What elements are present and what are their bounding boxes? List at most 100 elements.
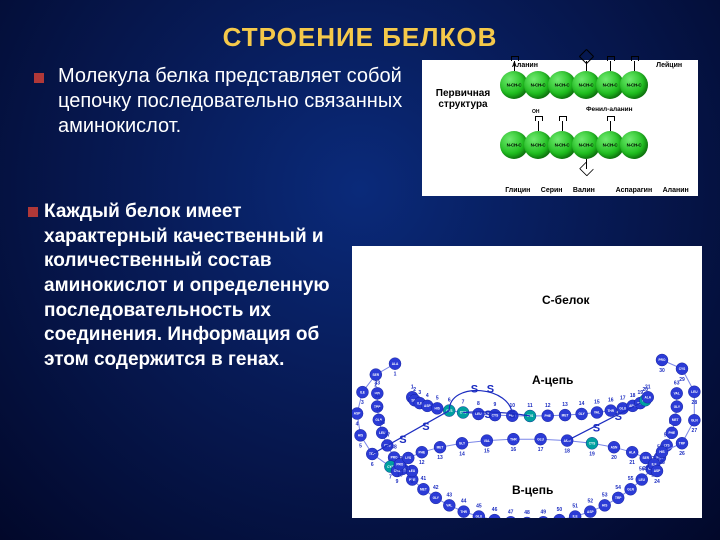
svg-text:45: 45 [476, 504, 482, 510]
peptide-bond-label: N-CH-C [627, 83, 642, 88]
peptide-bond-label: N-CH-C [531, 83, 546, 88]
amino-name: Глицин [505, 187, 530, 194]
svg-text:PHE: PHE [669, 431, 676, 435]
svg-text:29: 29 [679, 377, 685, 383]
svg-text:VAL: VAL [484, 439, 490, 443]
amino-name: Серин [541, 187, 563, 194]
svg-text:48: 48 [524, 510, 530, 516]
svg-text:3: 3 [361, 400, 364, 406]
svg-text:50: 50 [557, 507, 563, 513]
a-chain-label: A-цепь [532, 373, 573, 387]
svg-text:19: 19 [589, 451, 595, 457]
svg-text:S: S [485, 409, 492, 421]
peptide-bond-label: N-CH-C [579, 83, 594, 88]
svg-text:ASP: ASP [354, 412, 361, 416]
slide-title: СТРОЕНИЕ БЕЛКОВ [0, 22, 720, 53]
primary-structure-label: Первичная структура [428, 88, 498, 110]
svg-text:THR: THR [460, 510, 467, 514]
svg-text:37: 37 [385, 432, 391, 438]
svg-text:12: 12 [419, 460, 425, 466]
amino-name: Аспарагин [616, 187, 653, 194]
svg-text:6: 6 [371, 462, 374, 468]
svg-text:ALA: ALA [629, 450, 636, 454]
svg-text:54: 54 [615, 485, 621, 491]
svg-text:9: 9 [494, 402, 497, 408]
svg-text:55: 55 [628, 476, 634, 482]
svg-text:LEU: LEU [475, 412, 482, 416]
svg-text:4: 4 [426, 393, 429, 399]
svg-text:3: 3 [418, 390, 421, 396]
slide: СТРОЕНИЕ БЕЛКОВ Молекула белка представл… [0, 0, 720, 540]
svg-text:MET: MET [420, 487, 427, 491]
svg-text:ALA: ALA [392, 362, 399, 366]
svg-text:GLY: GLY [578, 412, 585, 416]
amino-name: Валин [573, 187, 595, 194]
svg-text:ASP: ASP [587, 510, 594, 514]
svg-text:S: S [487, 384, 494, 396]
amino-labels-top: АланинЛейцин [500, 62, 694, 69]
svg-text:PHE: PHE [419, 450, 426, 454]
svg-text:43: 43 [447, 492, 453, 498]
svg-text:ILE: ILE [360, 390, 365, 394]
peptide-bond-label: N-CH-C [603, 143, 618, 148]
svg-text:41: 41 [421, 476, 427, 482]
svg-text:5: 5 [436, 395, 439, 401]
svg-text:VAL: VAL [446, 504, 452, 508]
svg-text:MET: MET [562, 413, 569, 417]
svg-text:S: S [615, 411, 622, 423]
svg-text:38: 38 [391, 445, 397, 451]
bullet-1-text: Молекула белка представляет собой цепочк… [58, 64, 414, 139]
svg-text:ASP: ASP [424, 404, 431, 408]
bullet-2: Каждый белок имеет характерный качествен… [28, 200, 342, 373]
svg-text:4: 4 [356, 422, 359, 428]
svg-text:15: 15 [484, 449, 490, 455]
bullet-square-icon [28, 207, 38, 217]
insulin-structure-diagram: HIS33TRP34GLN35LEU36CYS37PRO38LYS39PHE40… [352, 246, 702, 518]
peptide-bond-label: N-CH-C [627, 143, 642, 148]
svg-text:GLY: GLY [433, 496, 440, 500]
svg-text:S: S [593, 422, 600, 434]
svg-text:GLN: GLN [627, 487, 634, 491]
peptide-bond-label: N-CH-C [507, 143, 522, 148]
c-protein-label: C-белок [542, 293, 591, 307]
svg-text:11: 11 [527, 403, 533, 409]
svg-text:21: 21 [629, 460, 635, 466]
amino-bead: N-CH-C [620, 131, 648, 159]
bead-rows: N-CH-C N-CH-C N-CH-C N-CH-C N-CH-C N-CH-C N-CH… [500, 70, 694, 160]
bullet-square-icon [34, 73, 44, 83]
svg-text:8: 8 [411, 479, 414, 485]
svg-text:TRP: TRP [679, 441, 686, 445]
svg-text:7: 7 [389, 475, 392, 481]
svg-text:VAL: VAL [594, 411, 600, 415]
svg-text:21: 21 [645, 384, 651, 390]
svg-text:25: 25 [659, 460, 665, 466]
svg-text:GLU: GLU [475, 515, 482, 518]
svg-text:13: 13 [562, 402, 568, 408]
svg-text:HIS: HIS [358, 434, 363, 438]
svg-text:16: 16 [608, 398, 614, 404]
peptide-bond-label: N-CH-C [555, 143, 570, 148]
svg-text:CYS: CYS [679, 367, 686, 371]
svg-text:2: 2 [413, 387, 416, 393]
svg-text:SER: SER [642, 456, 649, 460]
svg-text:THR: THR [607, 409, 614, 413]
svg-text:52: 52 [588, 499, 594, 505]
svg-text:PHE: PHE [544, 414, 551, 418]
svg-text:35: 35 [376, 407, 382, 413]
amino-name: Аланин [663, 187, 689, 194]
svg-text:MET: MET [672, 418, 679, 422]
residue-bead [505, 516, 517, 518]
svg-text:HIS: HIS [659, 450, 664, 454]
svg-text:S: S [399, 434, 406, 446]
svg-text:14: 14 [579, 401, 585, 407]
svg-text:GLY: GLY [674, 405, 681, 409]
svg-text:CYS: CYS [492, 413, 499, 417]
svg-text:CYS: CYS [589, 441, 596, 445]
svg-text:LYS: LYS [405, 456, 411, 460]
svg-text:GLU: GLU [537, 437, 544, 441]
svg-text:2: 2 [374, 383, 377, 389]
svg-text:42: 42 [433, 485, 439, 491]
svg-text:LEU: LEU [691, 390, 698, 394]
svg-text:MET: MET [437, 445, 444, 449]
b-chain-label: B-цепь [512, 483, 553, 497]
